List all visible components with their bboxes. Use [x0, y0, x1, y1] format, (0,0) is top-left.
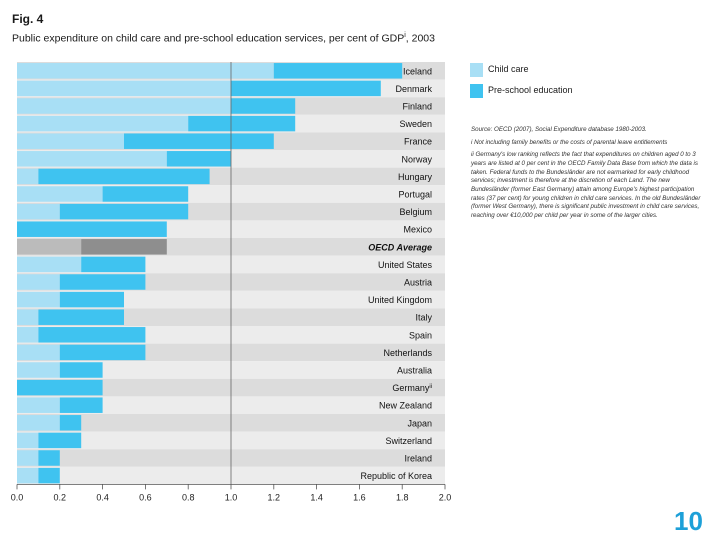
footnote-i: i Not including family benefits or the c…: [471, 138, 668, 146]
x-tick-label-1-4: 1.4: [310, 492, 323, 502]
legend-swatch-preschool: [470, 84, 483, 98]
bar-oecd-average-child-care: [17, 239, 82, 255]
bar-japan-preschool: [59, 415, 82, 431]
category-label-germany: Germanyii: [392, 383, 432, 393]
bar-spain-child-care: [17, 327, 39, 343]
category-label-italy: Italy: [415, 313, 432, 323]
bar-republic-of-korea-child-care: [17, 467, 39, 484]
chart-notes: Source: OECD (2007), Social Expenditure …: [471, 126, 701, 225]
bar-ireland-child-care: [17, 450, 39, 466]
bar-iceland-preschool: [273, 63, 403, 79]
x-tick-label-0-4: 0.4: [96, 492, 109, 502]
bar-denmark-child-care: [17, 80, 231, 97]
bar-sweden-preschool: [188, 115, 296, 132]
category-label-united-kingdom: United Kingdom: [368, 295, 432, 305]
bar-portugal-child-care: [17, 186, 103, 202]
bar-belgium-preschool: [59, 203, 189, 220]
x-tick-label-1-8: 1.8: [396, 492, 409, 502]
bar-oecd-average-preschool: [81, 239, 167, 255]
x-tick-label-1-0: 1.0: [225, 492, 238, 502]
bar-hungary-preschool: [38, 168, 210, 185]
bar-ireland-preschool: [38, 450, 60, 466]
bar-switzerland-preschool: [38, 432, 82, 449]
bar-republic-of-korea-preschool: [38, 467, 60, 484]
x-tick-label-2-0: 2.0: [439, 492, 452, 502]
figure-title-footnote-marker: i: [404, 32, 406, 39]
x-tick-label-0-8: 0.8: [182, 492, 195, 502]
x-tick-label-1-6: 1.6: [353, 492, 366, 502]
x-tick-label-0-2: 0.2: [54, 492, 67, 502]
bar-new-zealand-child-care: [17, 397, 60, 413]
category-label-mexico: Mexico: [403, 225, 432, 235]
category-label-oecd-average: OECD Average: [368, 242, 432, 252]
bar-france-child-care: [17, 133, 124, 149]
category-label-ireland: Ireland: [404, 454, 432, 464]
bar-mexico-preschool: [17, 221, 167, 237]
category-label-new-zealand: New Zealand: [379, 401, 432, 411]
category-label-norway: Norway: [401, 154, 432, 164]
category-label-austria: Austria: [404, 278, 432, 288]
bar-italy-preschool: [38, 309, 124, 325]
bar-norway-preschool: [166, 151, 231, 167]
bar-belgium-child-care: [17, 203, 60, 220]
bar-sweden-child-care: [17, 115, 189, 132]
bar-netherlands-child-care: [17, 344, 60, 361]
category-label-republic-of-korea: Republic of Korea: [360, 471, 432, 481]
figure-title-year: , 2003: [405, 32, 435, 45]
category-label-iceland: Iceland: [403, 66, 432, 76]
source-note: Source: OECD (2007), Social Expenditure …: [471, 126, 647, 133]
bar-denmark-preschool: [231, 80, 381, 97]
category-label-portugal: Portugal: [398, 190, 432, 200]
bar-australia-child-care: [17, 362, 60, 378]
bar-netherlands-preschool: [59, 344, 146, 361]
legend-label-preschool: Pre-school education: [488, 85, 573, 95]
bar-iceland-child-care: [17, 63, 274, 79]
bar-japan-child-care: [17, 415, 60, 431]
bar-portugal-preschool: [102, 186, 189, 202]
category-label-netherlands: Netherlands: [383, 348, 432, 358]
bar-finland-preschool: [231, 98, 296, 114]
figure-title: Public expenditure on child care and pre…: [12, 32, 435, 45]
category-label-belgium: Belgium: [399, 207, 432, 217]
category-label-sweden: Sweden: [399, 119, 432, 129]
bar-france-preschool: [124, 133, 274, 149]
legend-swatch-child-care: [470, 63, 483, 77]
figure-label: Fig. 4: [12, 12, 44, 26]
category-label-france: France: [404, 137, 432, 147]
bar-united-kingdom-preschool: [59, 291, 124, 308]
bar-australia-preschool: [59, 362, 103, 378]
bar-switzerland-child-care: [17, 432, 39, 449]
category-label-denmark: Denmark: [395, 84, 432, 94]
bar-new-zealand-preschool: [59, 397, 103, 413]
bar-hungary-child-care: [17, 168, 39, 185]
footnote-ii: ii Germany's low ranking reflects the fa…: [471, 151, 701, 220]
category-label-hungary: Hungary: [398, 172, 433, 182]
category-label-united-states: United States: [378, 260, 433, 270]
category-label-australia: Australia: [397, 366, 432, 376]
figure-title-text: Public expenditure on child care and pre…: [12, 32, 405, 45]
category-label-japan: Japan: [407, 418, 432, 428]
bar-united-kingdom-child-care: [17, 291, 60, 308]
x-tick-label-0-6: 0.6: [139, 492, 152, 502]
bar-norway-child-care: [17, 151, 167, 167]
x-tick-label-1-2: 1.2: [268, 492, 281, 502]
bar-germany-preschool: [17, 379, 103, 396]
bar-spain-preschool: [38, 327, 146, 343]
bar-united-states-child-care: [17, 256, 82, 273]
bar-united-states-preschool: [81, 256, 146, 273]
x-tick-label-0-0: 0.0: [11, 492, 24, 502]
category-label-finland: Finland: [402, 102, 432, 112]
bar-finland-child-care: [17, 98, 231, 114]
legend-label-child-care: Child care: [488, 64, 529, 74]
category-label-spain: Spain: [409, 330, 432, 340]
bar-austria-preschool: [59, 274, 146, 290]
page-number: 10: [674, 506, 703, 536]
bar-italy-child-care: [17, 309, 39, 325]
category-label-switzerland: Switzerland: [385, 436, 432, 446]
bar-austria-child-care: [17, 274, 60, 290]
category-footnote-germany: ii: [429, 384, 432, 390]
